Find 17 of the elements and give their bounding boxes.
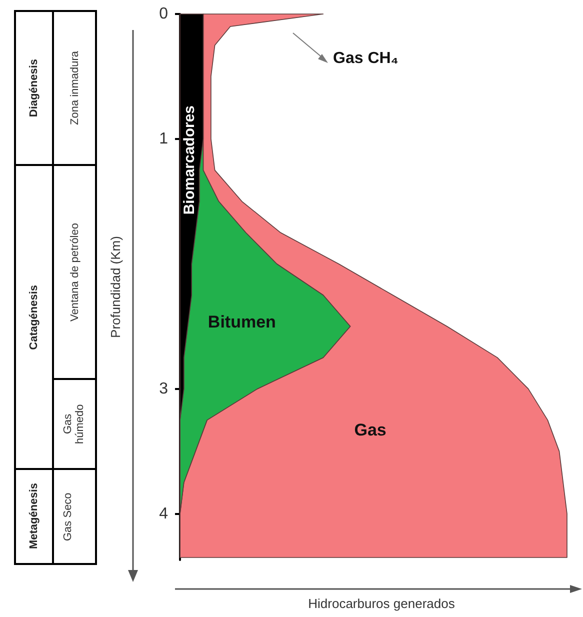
series-label: Biomarcadores — [181, 105, 198, 215]
x-axis-title: Hidrocarburos generados — [307, 596, 456, 611]
text: Zona inmadura — [68, 51, 80, 125]
series-label: Bitumen — [208, 312, 276, 332]
y-axis-title: Profundidad (Km) — [108, 236, 123, 338]
text: Gas Seco — [62, 491, 74, 543]
series-label: Gas — [354, 420, 386, 440]
text: Catagénesis — [28, 284, 40, 350]
text: Diagénesis — [28, 58, 40, 118]
text: Ventana de petróleo — [68, 222, 80, 322]
y-tick-label: 4 — [159, 505, 168, 522]
y-tick-label: 1 — [159, 130, 168, 148]
y-tick-label: 0 — [159, 6, 168, 22]
text: Gas húmedo — [62, 403, 86, 446]
text: Metagénesis — [28, 483, 40, 550]
annotation: Gas CH₄ — [333, 50, 398, 68]
y-tick-label: 3 — [159, 380, 168, 398]
